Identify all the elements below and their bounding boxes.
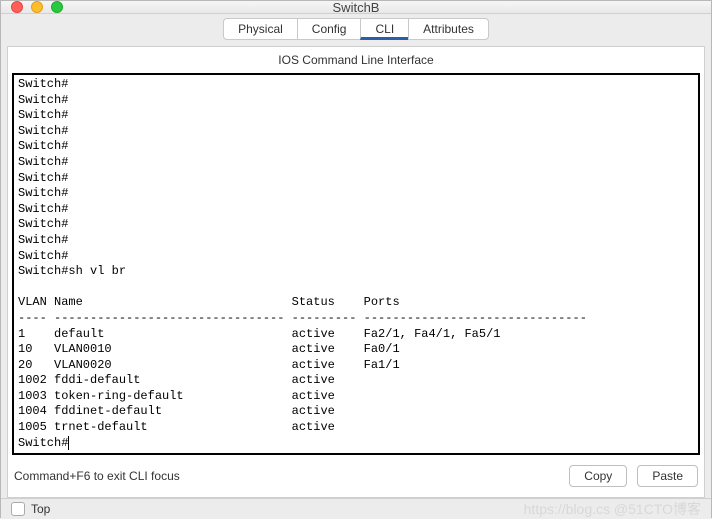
window-title: SwitchB — [1, 0, 711, 15]
cli-subtitle: IOS Command Line Interface — [12, 51, 700, 73]
footer: Top https://blog.cs @51CTO博客 — [1, 498, 711, 519]
tab-physical[interactable]: Physical — [223, 18, 298, 40]
cli-output: Switch# Switch# Switch# Switch# Switch# … — [18, 77, 587, 450]
cli-buttons: Copy Paste — [569, 465, 698, 487]
tab-config[interactable]: Config — [297, 18, 362, 40]
checkbox-icon[interactable] — [11, 502, 25, 516]
tab-attributes[interactable]: Attributes — [408, 18, 489, 40]
content-panel: IOS Command Line Interface Switch# Switc… — [7, 46, 705, 498]
cli-toolbar: Command+F6 to exit CLI focus Copy Paste — [12, 455, 700, 489]
watermark-text: https://blog.cs @51CTO博客 — [524, 499, 701, 519]
paste-button[interactable]: Paste — [637, 465, 698, 487]
minimize-icon[interactable] — [31, 1, 43, 13]
cli-hint: Command+F6 to exit CLI focus — [14, 469, 180, 483]
cursor-icon — [68, 436, 69, 450]
top-checkbox-label: Top — [31, 502, 50, 516]
window-controls — [1, 1, 63, 13]
maximize-icon[interactable] — [51, 1, 63, 13]
app-window: SwitchB Physical Config CLI Attributes I… — [0, 0, 712, 518]
close-icon[interactable] — [11, 1, 23, 13]
cli-terminal[interactable]: Switch# Switch# Switch# Switch# Switch# … — [12, 73, 700, 455]
titlebar: SwitchB — [1, 1, 711, 14]
tab-bar: Physical Config CLI Attributes — [1, 14, 711, 40]
top-checkbox-wrap[interactable]: Top — [11, 502, 50, 516]
copy-button[interactable]: Copy — [569, 465, 627, 487]
tab-cli[interactable]: CLI — [360, 18, 409, 40]
